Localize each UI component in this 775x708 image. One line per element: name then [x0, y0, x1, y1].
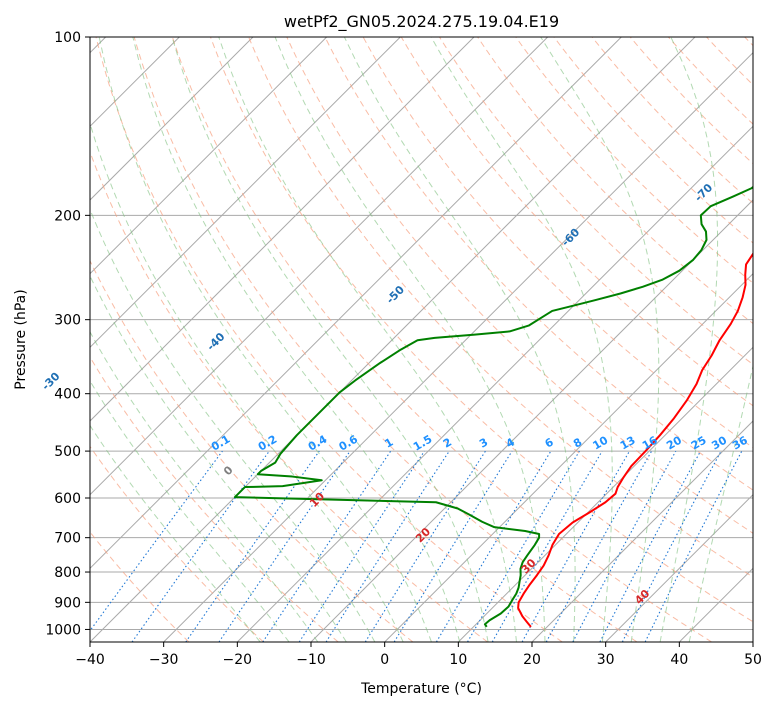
mixing-ratio-line: [521, 450, 630, 642]
dry-adiabat-line: [515, 37, 753, 284]
isotherm-line: [90, 37, 475, 422]
mixing-ratio-line: [90, 450, 223, 632]
x-tick-label: 30: [597, 652, 615, 668]
dry-adiabat-line: [248, 37, 753, 578]
dry-adiabat-line: [210, 37, 753, 623]
mixing-ratio-line: [185, 450, 320, 642]
x-tick-label: −20: [223, 652, 253, 668]
y-axis-label: Pressure (hPa): [13, 289, 29, 389]
dry-adiabat-line: [591, 37, 753, 204]
x-tick-label: −10: [296, 652, 326, 668]
y-tick-label: 400: [54, 387, 81, 403]
mixing-ratio-line: [435, 450, 552, 642]
isotherm-line: [90, 37, 696, 642]
temperature-profile-line: [517, 252, 753, 628]
moist-adiabat-line: [274, 37, 546, 642]
moist-adiabat-line: [540, 37, 660, 642]
dry-adiabat-line: [171, 37, 712, 642]
mixing-ratio-line: [364, 450, 486, 642]
isotherm-line: [90, 37, 401, 349]
mixing-ratio-line: [491, 450, 603, 642]
isotherm-line: [163, 51, 753, 642]
dewpoint-profile-line: [233, 185, 753, 628]
moist-adiabat-line: [90, 330, 319, 642]
isotherm-line: [605, 493, 753, 642]
isotherm-line: [236, 125, 753, 642]
x-axis: −40 −30 −20 −10 0 10 20 30 40 50: [75, 642, 762, 668]
dry-adiabat-line: [90, 259, 414, 642]
background-lines: [90, 37, 753, 642]
isotherm-line: [384, 272, 753, 642]
moist-adiabat-line: [688, 363, 753, 642]
isotherm-line: [90, 37, 549, 496]
isotherm-line: [90, 37, 254, 201]
dry-adiabat-line: [90, 445, 264, 642]
dry-adiabat-line: [629, 37, 753, 165]
dry-adiabat-line: [477, 37, 753, 325]
y-tick-label: 100: [54, 30, 81, 46]
moist-adiabat-line: [659, 37, 719, 642]
moist-adiabat-line: [430, 37, 613, 642]
mixing-ratio-line: [393, 450, 513, 642]
moist-adiabat-line: [90, 121, 404, 642]
mixing-ratio-line: [131, 450, 270, 642]
x-tick-label: −30: [149, 652, 179, 668]
mixing-ratio-line: [325, 450, 450, 642]
isotherm-line: [531, 420, 753, 642]
moist-adiabat-line: [90, 274, 347, 642]
mixing-ratio-line: [218, 450, 351, 642]
data-lines: [233, 185, 753, 628]
mixing-ratio-line: [467, 450, 580, 642]
y-tick-label: 300: [54, 313, 81, 329]
moist-adiabat-line: [90, 380, 290, 642]
y-tick-label: 1000: [45, 622, 81, 638]
x-tick-label: 40: [670, 652, 688, 668]
chart-title: wetPf2_GN05.2024.275.19.04.E19: [284, 12, 559, 32]
y-tick-label: 500: [54, 444, 81, 460]
dry-adiabat-line: [133, 37, 638, 642]
moist-adiabat-line: [98, 37, 432, 642]
x-tick-label: 20: [523, 652, 541, 668]
mixing-ratio-line: [545, 450, 653, 642]
isotherm-line: [90, 37, 328, 275]
x-tick-label: 50: [744, 652, 762, 668]
moist-adiabat-line: [132, 37, 461, 642]
y-tick-label: 600: [54, 491, 81, 507]
moist-adiabat-line: [171, 37, 489, 642]
dry-adiabat-line: [95, 37, 563, 642]
isotherm-line: [457, 346, 753, 642]
dry-adiabat-line: [400, 37, 753, 407]
x-tick-label: −40: [75, 652, 105, 668]
y-tick-label: 800: [54, 565, 81, 581]
plot-frame: [89, 36, 754, 643]
isotherm-line: [90, 37, 622, 570]
y-axis: 100 200 300 400 500 600 700 800 900 1000: [45, 30, 90, 638]
x-tick-label: 10: [449, 652, 467, 668]
mixing-ratio-line: [572, 450, 677, 642]
dry-adiabat-line: [324, 37, 753, 491]
y-tick-label: 900: [54, 595, 81, 611]
dry-adiabat-line: [362, 37, 753, 449]
x-tick-label: 0: [380, 652, 389, 668]
moist-adiabat-line: [90, 424, 261, 642]
moist-adiabat-line: [343, 37, 576, 642]
x-axis-label: Temperature (°C): [360, 681, 482, 697]
y-tick-label: 700: [54, 531, 81, 547]
y-tick-label: 200: [54, 208, 81, 224]
